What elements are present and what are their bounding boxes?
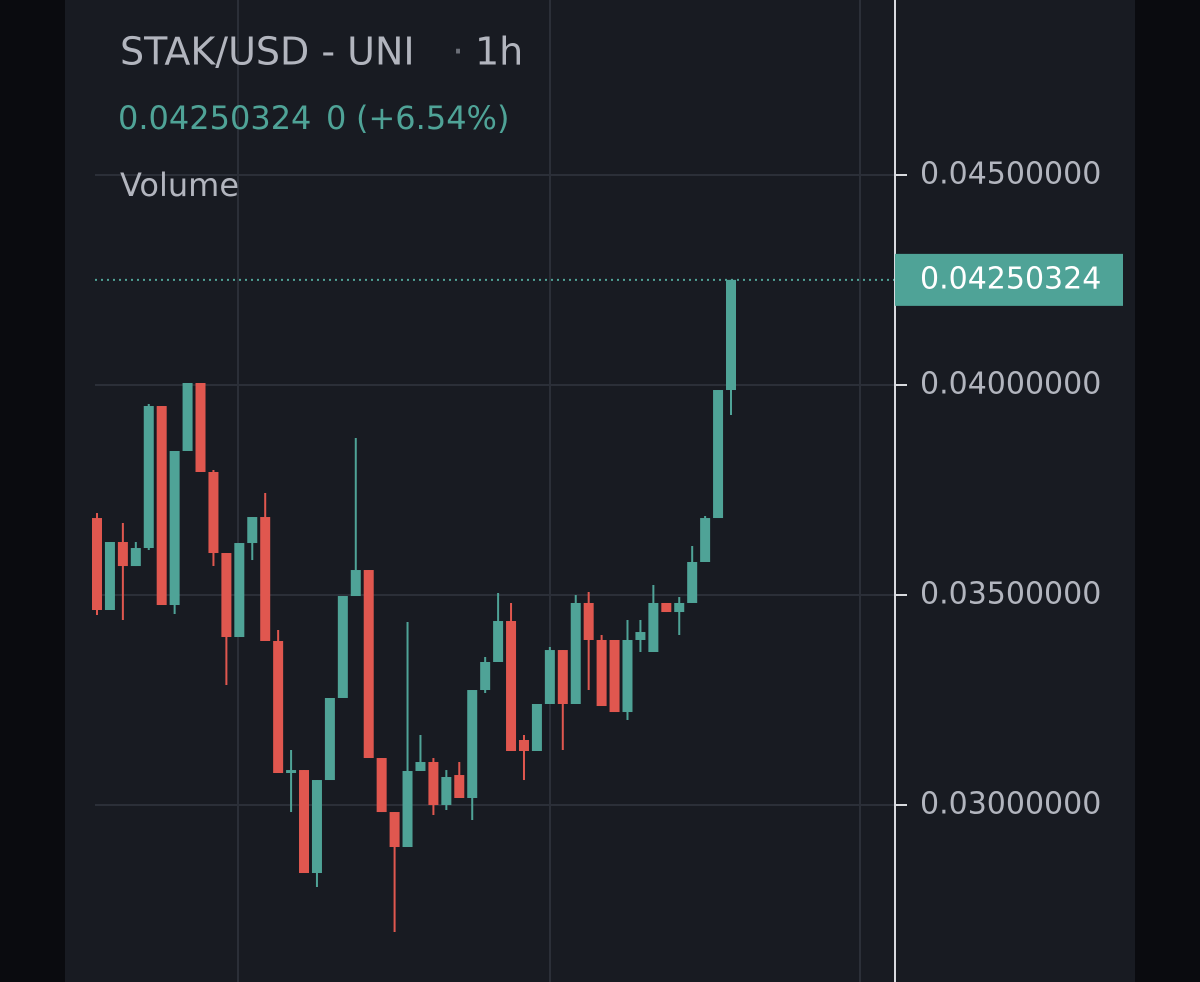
chart-interval: 1h — [475, 30, 523, 74]
candle-body — [570, 602, 581, 705]
candle-body — [221, 553, 232, 638]
candle-body — [441, 776, 452, 806]
candle-body — [635, 632, 646, 640]
candle-body — [518, 739, 529, 752]
candle-body — [286, 770, 297, 774]
candle-body — [350, 570, 361, 597]
last-price-badge — [895, 253, 1123, 306]
candle-body — [195, 382, 206, 472]
candle-body — [415, 762, 426, 771]
candle-body — [363, 570, 374, 759]
candle-body — [480, 662, 491, 691]
candle-body — [544, 650, 555, 705]
candle-body — [299, 770, 310, 874]
candle-body — [713, 390, 724, 519]
candle-body — [661, 602, 672, 613]
chart-panel — [65, 0, 1135, 982]
candle-body — [506, 621, 517, 752]
candle-body — [726, 279, 736, 391]
candle-body — [467, 690, 478, 798]
candle-body — [674, 602, 685, 613]
candle-body — [130, 548, 141, 567]
candle-body — [208, 471, 219, 554]
candle-body — [402, 770, 413, 848]
header-change-percent: (+6.54%) — [356, 99, 509, 137]
candle-body — [234, 543, 245, 638]
candle-body — [493, 621, 504, 663]
y-tick-label: 0.04500000 — [920, 157, 1101, 192]
candle-body — [454, 775, 465, 798]
header-change: 0 — [326, 99, 346, 137]
candle-body — [247, 517, 258, 544]
candle-body — [622, 639, 633, 713]
candle-body — [557, 650, 568, 705]
volume-label: Volume — [120, 166, 239, 204]
candle-body — [169, 450, 180, 606]
candle-body — [324, 697, 335, 781]
time-grid — [237, 0, 861, 982]
candle-body — [337, 596, 348, 698]
last-price-label: 0.04250324 — [920, 261, 1101, 296]
candle-body — [273, 641, 284, 774]
candle-body — [117, 542, 128, 567]
candle-body — [260, 517, 271, 642]
candle-body — [583, 602, 594, 640]
y-tick-label: 0.03000000 — [920, 787, 1101, 822]
separator: · — [452, 30, 464, 74]
candle-body — [596, 639, 607, 707]
candle-body — [609, 639, 620, 713]
candle-body — [687, 562, 698, 603]
candle-body — [700, 518, 711, 563]
candle-body — [143, 406, 154, 549]
candle-body — [531, 704, 542, 752]
candle-body — [648, 602, 659, 653]
candle-body — [92, 518, 102, 611]
y-tick-label: 0.03500000 — [920, 577, 1101, 612]
candle-body — [104, 542, 115, 611]
y-tick-label: 0.04000000 — [920, 367, 1101, 402]
candle-body — [182, 382, 193, 451]
candle-body — [428, 762, 439, 806]
candle-body — [376, 758, 387, 813]
candle-body — [311, 780, 322, 874]
header-last-price: 0.04250324 — [118, 99, 311, 137]
candle-body — [156, 406, 167, 606]
candle-body — [389, 812, 400, 848]
chart-symbol: STAK/USD - UNI — [120, 30, 415, 74]
